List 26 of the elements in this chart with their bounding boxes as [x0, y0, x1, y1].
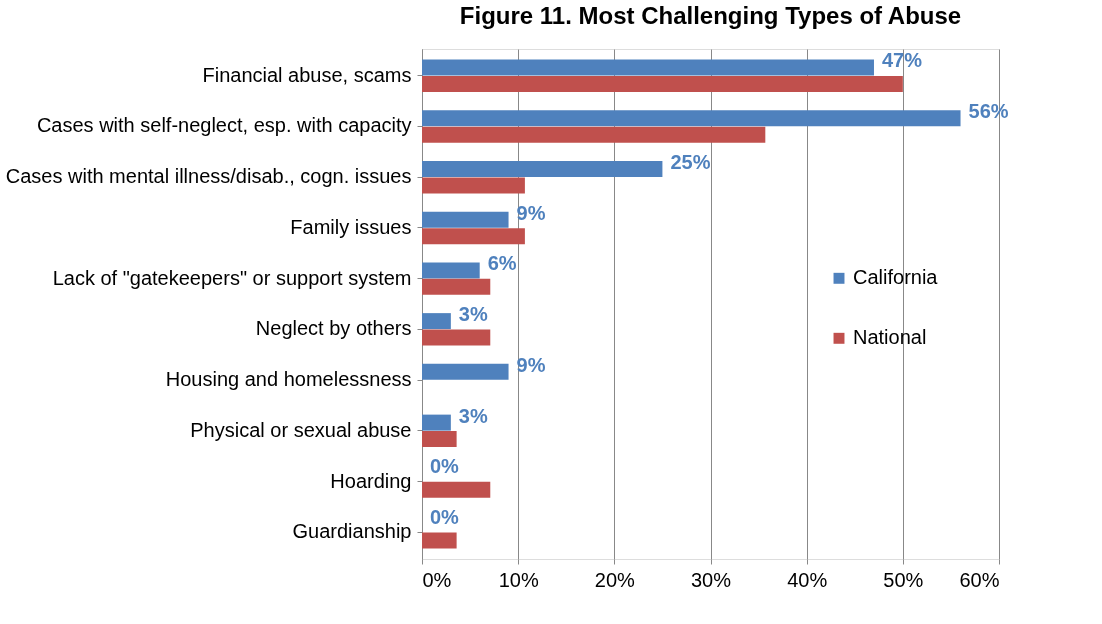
y-tick-label: Guardianship [292, 520, 412, 543]
y-tick-label: Family issues [290, 215, 412, 238]
x-tick-label: 20% [594, 568, 636, 591]
y-tick-label: Housing and homelessness [165, 368, 412, 391]
x-tick-label: 60% [959, 568, 1000, 591]
y-tick-label: Physical or sexual abuse [190, 418, 412, 441]
y-tick-label: Cases with mental illness/disab., cogn. issues [5, 165, 412, 188]
data-label: 0% [430, 506, 460, 529]
chart-title: Figure 11. Most Challenging Types of Abuse [459, 2, 962, 29]
x-tick-label: 40% [787, 568, 828, 591]
data-label: 0% [430, 455, 460, 478]
legend-label: National [853, 326, 927, 349]
data-label: 3% [458, 303, 488, 326]
data-label: 6% [487, 252, 517, 275]
data-label: 3% [458, 404, 488, 427]
y-tick-label: Financial abuse, scams [202, 63, 412, 86]
data-label: 25% [670, 150, 711, 173]
x-tick-label: 10% [498, 568, 539, 591]
x-tick-label: 50% [883, 568, 924, 591]
y-tick-label: Lack of "gatekeepers" or support system [52, 266, 412, 289]
x-tick-label: 0% [422, 568, 452, 591]
x-tick-label: 30% [690, 568, 732, 591]
y-tick-label: Hoarding [330, 469, 412, 492]
y-tick-label: Cases with self-neglect, esp. with capacity [36, 114, 412, 137]
legend-label: California [853, 266, 939, 289]
y-tick-label: Neglect by others [255, 317, 412, 340]
